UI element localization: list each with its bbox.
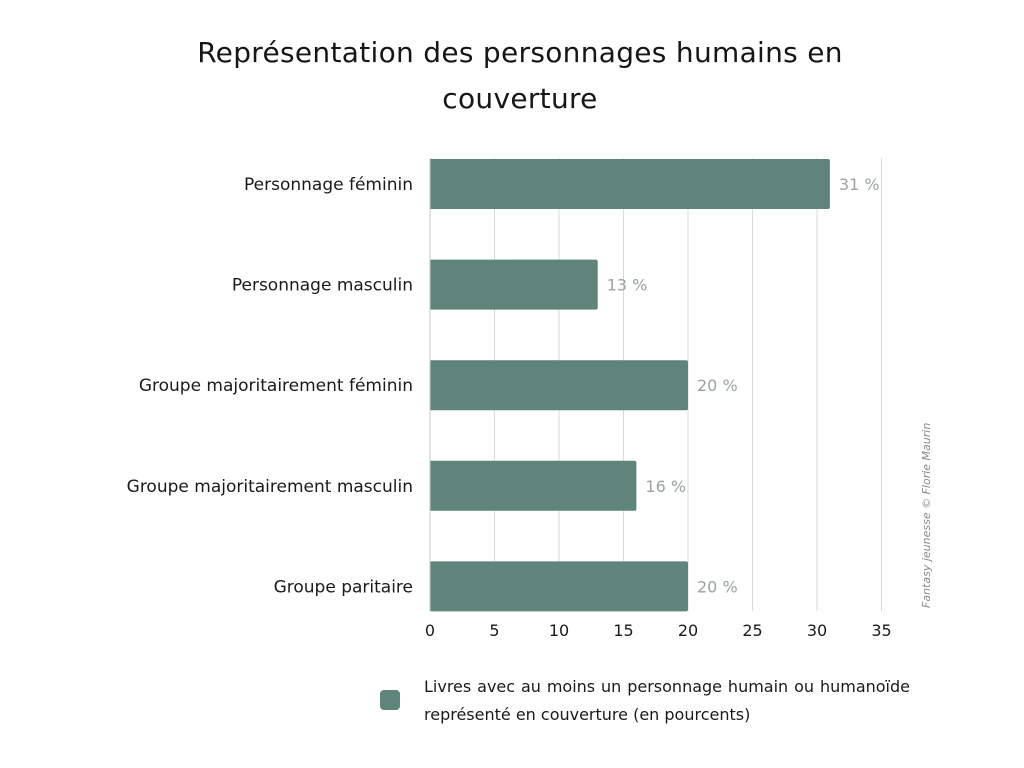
x-tick-label: 10 (549, 621, 569, 640)
legend-label: Livres avec au moins un personnage humai… (424, 677, 910, 724)
x-tick-label: 15 (613, 621, 633, 640)
data-label: 20 % (697, 376, 738, 395)
category-label: Personnage masculin (232, 276, 413, 296)
bars (430, 159, 830, 612)
x-tick-label: 30 (807, 621, 827, 640)
x-tick-label: 20 (678, 621, 698, 640)
bar-chart: Personnage féminin Personnage masculin Gro… (127, 158, 892, 640)
x-tick-label: 35 (871, 621, 891, 640)
category-labels: Personnage féminin Personnage masculin Gro… (127, 175, 413, 597)
bar (430, 259, 598, 310)
category-label: Groupe majoritairement féminin (139, 376, 413, 396)
x-axis-ticks: 0 5 10 15 20 25 30 35 (425, 621, 892, 640)
credit-watermark: Fantasy jeunesse © Florie Maurin (920, 422, 933, 608)
bar (430, 159, 830, 209)
x-tick-label: 0 (425, 621, 435, 640)
x-tick-label: 5 (489, 621, 499, 640)
bar (430, 561, 688, 612)
data-label: 16 % (645, 477, 686, 496)
legend: Livres avec au moins un personnage humai… (380, 673, 920, 729)
chart-title: Représentation des personnages humains e… (197, 36, 843, 115)
bar (430, 460, 637, 511)
legend-swatch (380, 690, 400, 710)
data-label: 31 % (839, 175, 880, 194)
data-label: 20 % (697, 577, 738, 596)
category-label: Groupe paritaire (274, 577, 413, 597)
bar (430, 360, 688, 411)
category-label: Personnage féminin (244, 175, 413, 195)
x-tick-label: 25 (742, 621, 762, 640)
value-labels: 31 % 13 % 20 % 16 % 20 % (607, 175, 880, 596)
data-label: 13 % (607, 276, 648, 295)
category-label: Groupe majoritairement masculin (127, 477, 413, 497)
